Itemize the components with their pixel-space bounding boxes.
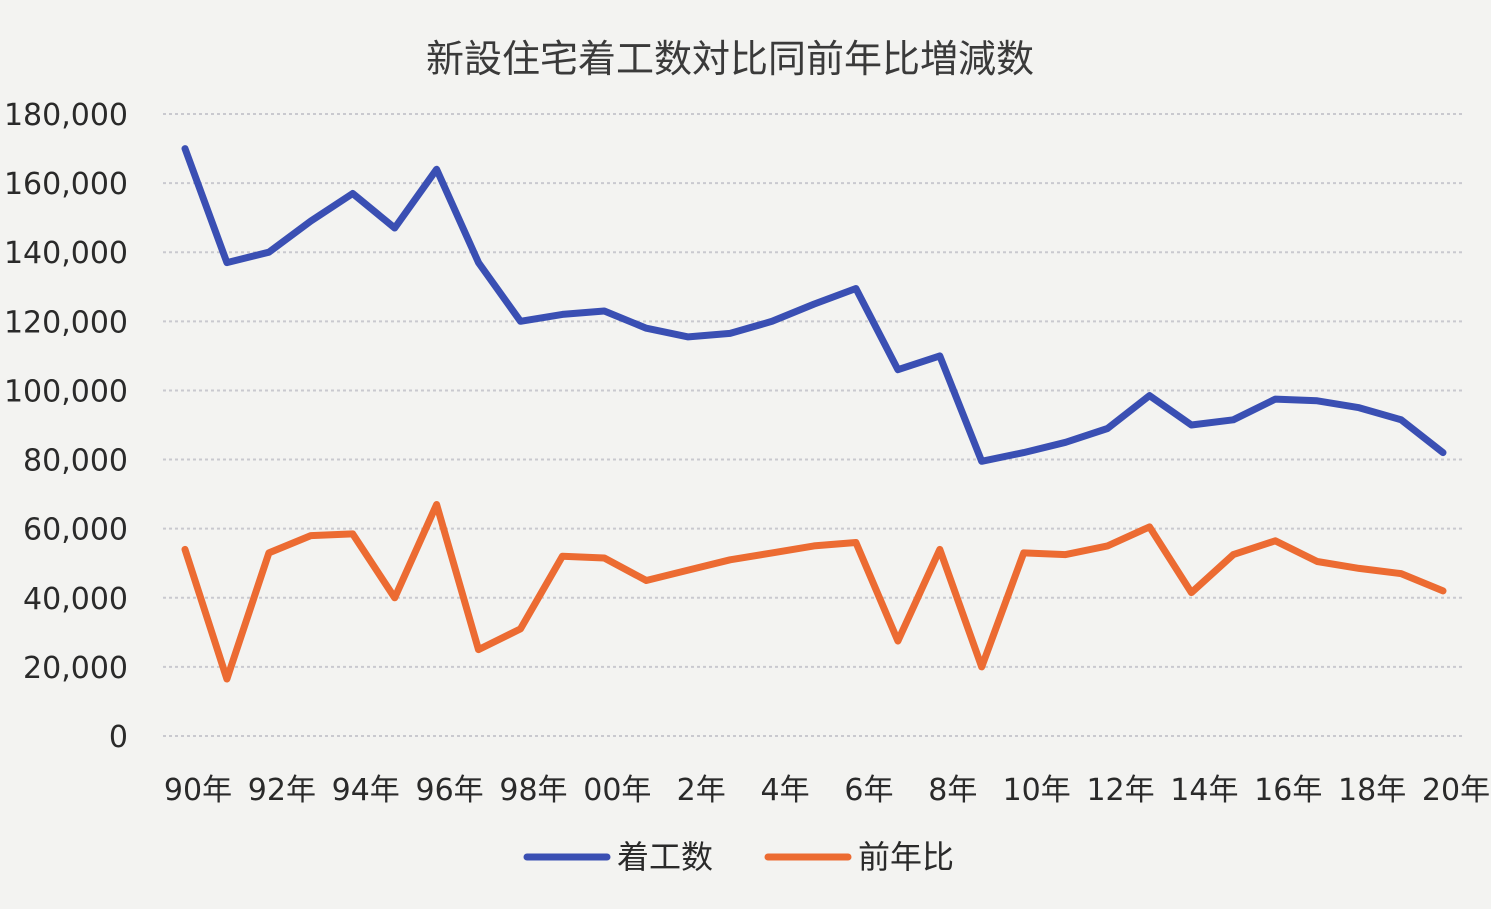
x-tick-label: 96年 [416,773,484,808]
x-tick-label: 10年 [1003,773,1071,808]
y-tick-label: 160,000 [4,167,128,202]
x-axis-tick-labels: 90年 92年 94年 96年 98年 00年 2年 4年 6年 8年 10年 12年 14年 16年 18… [164,773,1490,808]
x-tick-label: 98年 [499,773,567,808]
x-tick-label: 2年 [677,773,726,808]
series-lines [181,145,1447,683]
x-tick-label: 14年 [1170,773,1238,808]
x-tick-label: 00年 [583,773,651,808]
x-tick-label: 20年 [1422,773,1490,808]
series-line-着工数 [181,145,1447,465]
x-tick-label: 16年 [1254,773,1322,808]
legend: 着工数 前年比 [523,838,954,876]
y-tick-label: 120,000 [4,305,128,340]
y-tick-label: 100,000 [4,374,128,409]
x-tick-label: 6年 [844,773,893,808]
legend-label: 前年比 [858,838,954,876]
x-tick-label: 18年 [1338,773,1406,808]
y-tick-label: 80,000 [23,444,128,479]
x-tick-label: 92年 [248,773,316,808]
y-tick-label: 40,000 [23,582,128,617]
x-tick-label: 12年 [1086,773,1154,808]
y-axis-tick-labels: 0 20,000 40,000 60,000 80,000 100,000 120,000 1… [4,98,128,755]
x-tick-label: 90年 [164,773,232,808]
gridlines [163,113,1462,737]
y-tick-label: 180,000 [4,98,128,133]
x-tick-label: 4年 [761,773,810,808]
x-tick-label: 94年 [332,773,400,808]
chart-title: 新設住宅着工数対比同前年比増減数 [426,37,1034,81]
legend-label: 着工数 [617,838,713,876]
y-tick-label: 0 [109,720,128,755]
y-tick-label: 140,000 [4,236,128,271]
series-line-前年比 [181,501,1447,683]
y-tick-label: 60,000 [23,513,128,548]
y-tick-label: 20,000 [23,651,128,686]
x-tick-label: 8年 [928,773,977,808]
